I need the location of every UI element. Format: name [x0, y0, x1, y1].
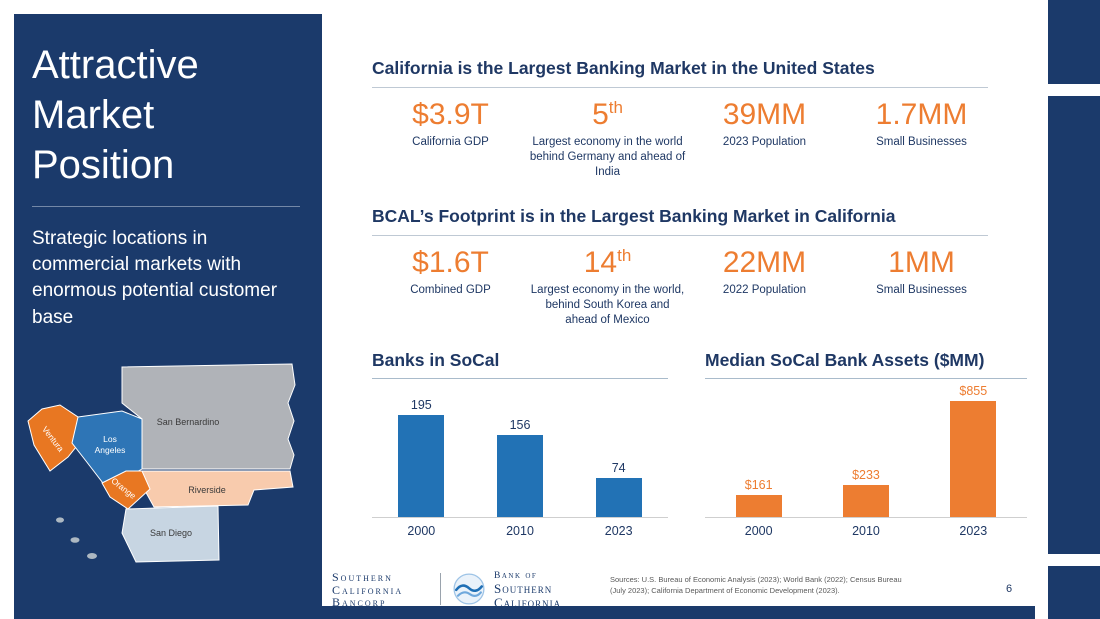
accent-bar-right-middle [1048, 96, 1100, 554]
stat-value: $1.6T [412, 246, 489, 279]
stat-ca-small-businesses: 1.7MM Small Businesses [843, 98, 1000, 181]
bar-value-label: 195 [410, 397, 432, 412]
logo-line: Southern [332, 570, 393, 584]
chart-x-axis: 2000 2010 2023 [705, 518, 1027, 538]
county-label-san-bernardino: San Bernardino [157, 417, 220, 427]
logo-line: Bancorp [332, 595, 387, 610]
stat-value: 39MM [722, 98, 807, 131]
stat-value: 22MM [722, 246, 807, 279]
stat-socal-economy-rank: 14th Largest economy in the world, behin… [529, 246, 686, 329]
island-icon [56, 517, 64, 523]
island-icon [70, 537, 80, 543]
bar-value-label: $233 [852, 468, 880, 483]
bar-column: 156 [471, 418, 570, 517]
subtitle: Strategic locations in commercial market… [32, 228, 278, 328]
axis-label: 2010 [506, 524, 534, 538]
stat-value: $3.9T [412, 98, 489, 131]
bar-column: 195 [372, 398, 471, 517]
chart-x-axis: 2000 2010 2023 [372, 518, 668, 538]
bar [595, 478, 642, 517]
bar [842, 485, 889, 517]
stats-row-california: $3.9T California GDP 5th Largest economy… [372, 98, 1000, 181]
stat-caption: Largest economy in the world behind Germ… [529, 136, 686, 179]
county-san-bernardino [121, 363, 296, 470]
county-label-riverside: Riverside [188, 485, 226, 495]
axis-label: 2000 [407, 524, 436, 538]
stat-caption: Small Businesses [876, 284, 967, 296]
stat-combined-gdp: $1.6T Combined GDP [372, 246, 529, 329]
axis-label: 2023 [604, 524, 633, 538]
southern-california-bancorp-logo: Southern California Bancorp [332, 571, 403, 609]
logo-line: Bank of [494, 571, 538, 581]
bar-value-label: 156 [509, 418, 531, 433]
socal-map-svg: San Bernardino Los Angeles Ventura Orang… [27, 363, 296, 563]
wave-logo-icon [452, 572, 486, 606]
axis-label: 2023 [959, 524, 988, 538]
bar [398, 414, 445, 517]
logo-line: Southern [494, 580, 553, 596]
chart-plot: 195 156 74 [372, 381, 668, 518]
accent-bar-bottom [322, 606, 1035, 619]
sidebar: Attractive Market Position Strategic loc… [14, 14, 322, 619]
stat-value: 5th [592, 98, 623, 131]
bar [735, 495, 782, 517]
stat-socal-population: 22MM 2022 Population [686, 246, 843, 329]
bar-value-label: $161 [744, 478, 773, 493]
stat-caption: 2022 Population [722, 284, 807, 296]
stat-ca-gdp: $3.9T California GDP [372, 98, 529, 181]
stat-caption: California GDP [412, 136, 489, 148]
stat-caption: Combined GDP [410, 284, 491, 296]
logo-line: California [332, 582, 404, 597]
county-san-diego [121, 505, 220, 563]
stat-caption: 2023 Population [722, 136, 807, 148]
axis-label: 2000 [744, 524, 773, 538]
bar-column: $233 [812, 468, 919, 517]
section-header-bcal-footprint: BCAL’s Footprint is in the Largest Banki… [372, 206, 988, 236]
bar [950, 401, 997, 517]
bank-of-southern-california-logo: Bank of Southern California [494, 571, 562, 610]
county-orange [101, 470, 151, 510]
stat-ca-population: 39MM 2023 Population [686, 98, 843, 181]
page-title: Attractive Market Position [32, 43, 199, 187]
bar [497, 435, 543, 517]
bar-value-label: 74 [611, 461, 626, 476]
footer-divider [440, 573, 441, 605]
chart-banks-in-socal: Banks in SoCal 195 156 74 2000 2010 2023 [372, 350, 668, 538]
bar-column: $855 [920, 384, 1027, 517]
stat-value: 1MM [888, 246, 955, 279]
title-divider [32, 206, 300, 207]
axis-label: 2010 [852, 524, 880, 538]
logo-line: California [494, 594, 562, 610]
county-label-los-angeles: Los [103, 434, 117, 444]
chart-title: Median SoCal Bank Assets ($MM) [705, 350, 1027, 379]
stat-caption: Small Businesses [876, 136, 967, 148]
stat-value: 1.7MM [875, 98, 968, 131]
county-label-san-diego: San Diego [150, 528, 192, 538]
stats-row-bcal: $1.6T Combined GDP 14th Largest economy … [372, 246, 1000, 329]
island-icon [87, 553, 97, 559]
stat-value: 14th [583, 246, 632, 279]
accent-bar-right-bottom [1048, 566, 1100, 619]
page-number: 6 [1006, 583, 1013, 595]
stat-socal-small-businesses: 1MM Small Businesses [843, 246, 1000, 329]
chart-plot: $161 $233 $855 [705, 381, 1027, 518]
chart-title: Banks in SoCal [372, 350, 668, 379]
stat-caption: Largest economy in the world, behind Sou… [530, 284, 685, 327]
section-header-california: California is the Largest Banking Market… [372, 58, 988, 88]
chart-median-bank-assets: Median SoCal Bank Assets ($MM) $161 $233 $… [705, 350, 1027, 538]
socal-map: San Bernardino Los Angeles Ventura Orang… [22, 359, 314, 569]
bar-column: 74 [569, 461, 668, 517]
bar-column: $161 [705, 478, 812, 517]
stat-ca-economy-rank: 5th Largest economy in the world behind … [529, 98, 686, 181]
county-label-los-angeles: Angeles [95, 445, 126, 455]
bar-value-label: $855 [959, 384, 988, 399]
accent-bar-right-top [1048, 0, 1100, 84]
sources-note: Sources: U.S. Bureau of Economic Analysi… [610, 575, 902, 596]
